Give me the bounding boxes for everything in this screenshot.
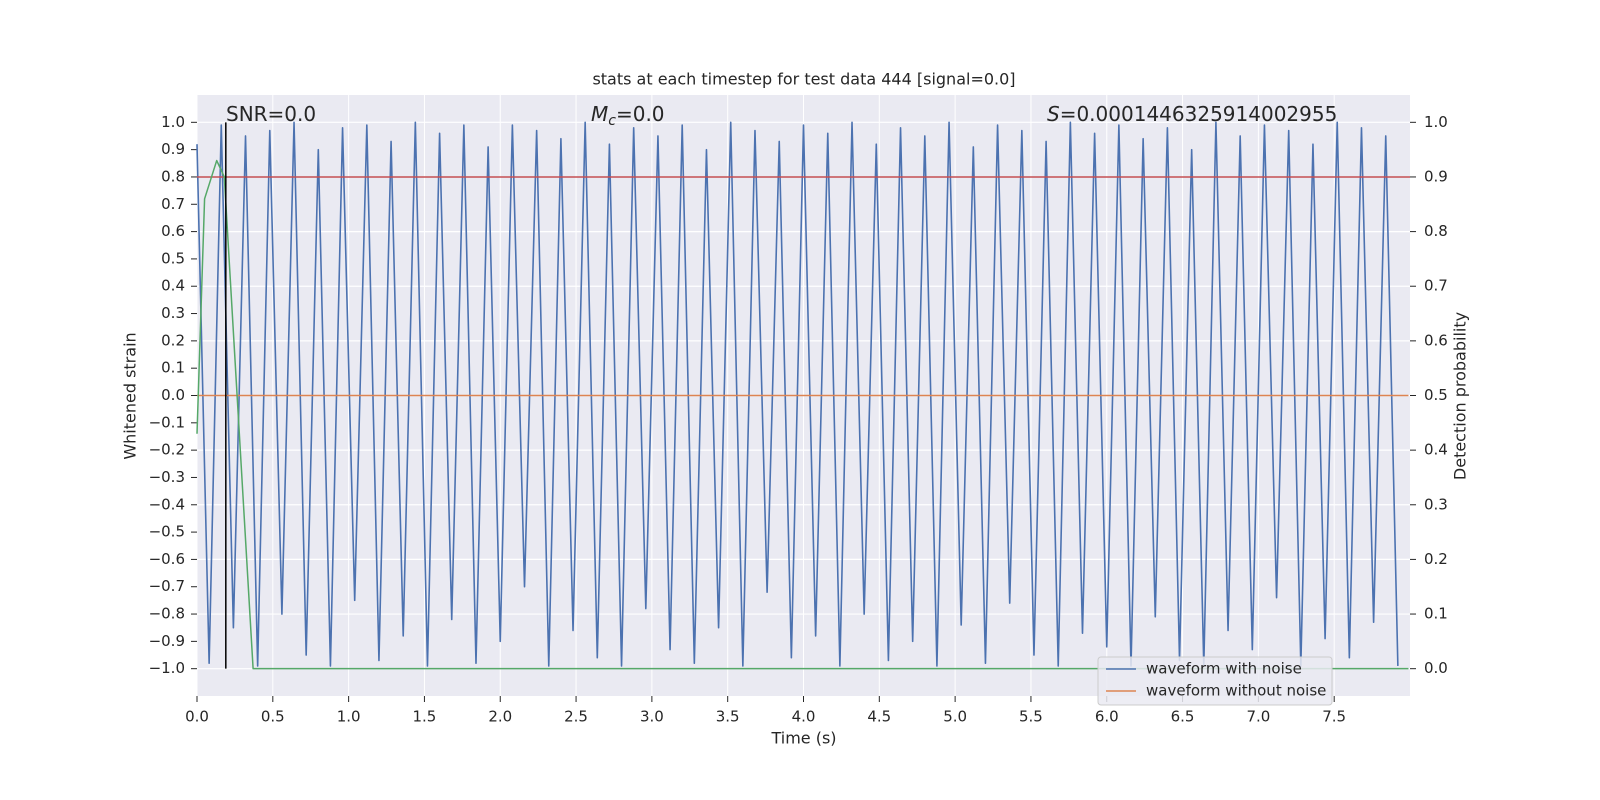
- y-tick-label: 0.9: [161, 140, 185, 158]
- annotation: Mc=0.0: [591, 102, 665, 130]
- y-tick-label: 0.8: [161, 167, 185, 185]
- y-tick-label: 0.6: [161, 222, 185, 240]
- y2-tick-label: 0.0: [1424, 659, 1448, 677]
- y-tick-label: 0.3: [161, 304, 185, 322]
- x-tick-label: 1.0: [337, 708, 361, 726]
- x-tick-label: 0.0: [185, 708, 209, 726]
- x-tick-label: 5.5: [1019, 708, 1043, 726]
- x-tick-label: 5.0: [943, 708, 967, 726]
- annotation: SNR=0.0: [226, 102, 316, 126]
- y2-tick-label: 0.9: [1424, 167, 1448, 185]
- y2-axis-label: Detection probability: [1451, 312, 1470, 480]
- y-axis-label: Whitened strain: [121, 332, 140, 459]
- y-tick-label: 0.1: [161, 359, 185, 377]
- y2-tick-label: 0.5: [1424, 386, 1448, 404]
- y-tick-label: −0.7: [149, 577, 185, 595]
- x-tick-label: 4.0: [792, 708, 816, 726]
- x-tick-label: 2.0: [488, 708, 512, 726]
- x-tick-label: 6.0: [1095, 708, 1119, 726]
- x-tick-label: 7.0: [1246, 708, 1270, 726]
- y2-tick-label: 0.2: [1424, 550, 1448, 568]
- annotation: S=0.0001446325914002955: [1047, 102, 1337, 126]
- x-tick-label: 3.5: [716, 708, 740, 726]
- chart-title: stats at each timestep for test data 444…: [592, 70, 1015, 89]
- legend-label: waveform without noise: [1146, 682, 1326, 700]
- y-tick-label: 0.5: [161, 249, 185, 267]
- series-line: [196, 121, 1399, 667]
- x-tick-label: 1.5: [413, 708, 437, 726]
- y2-tick-label: 1.0: [1424, 113, 1448, 131]
- y-tick-label: −0.4: [149, 495, 185, 513]
- y2-tick-label: 0.6: [1424, 331, 1448, 349]
- y-tick-label: −0.1: [149, 413, 185, 431]
- y-tick-label: 1.0: [161, 113, 185, 131]
- y-tick-label: −0.2: [149, 441, 185, 459]
- y-tick-label: 0.0: [161, 386, 185, 404]
- probability-line: [196, 159, 1409, 670]
- x-tick-label: 7.5: [1322, 708, 1346, 726]
- annotation-symbol: S: [1047, 102, 1060, 126]
- y2-tick-label: 0.1: [1424, 605, 1448, 623]
- y-tick-label: −1.0: [149, 659, 185, 677]
- y2-tick-label: 0.7: [1424, 277, 1448, 295]
- y-tick-label: 0.4: [161, 277, 185, 295]
- annotation-text: =0.0: [616, 102, 665, 126]
- legend: waveform with noise waveform without nois…: [1097, 656, 1333, 706]
- y-tick-label: −0.5: [149, 523, 185, 541]
- x-tick-label: 6.5: [1171, 708, 1195, 726]
- annotation-text: =0.0001446325914002955: [1060, 102, 1338, 126]
- y-tick-label: −0.8: [149, 605, 185, 623]
- y-tick-label: −0.9: [149, 632, 185, 650]
- annotation-symbol: M: [591, 102, 608, 126]
- y-tick-label: 0.2: [161, 331, 185, 349]
- x-tick-label: 3.0: [640, 708, 664, 726]
- y2-tick-label: 0.4: [1424, 441, 1448, 459]
- y-tick-label: −0.6: [149, 550, 185, 568]
- y2-tick-label: 0.3: [1424, 495, 1448, 513]
- x-tick-label: 2.5: [564, 708, 588, 726]
- annotation-text: SNR=0.0: [226, 102, 316, 126]
- annotation-subscript: c: [608, 113, 616, 129]
- y-tick-label: 0.7: [161, 195, 185, 213]
- x-tick-label: 0.5: [261, 708, 285, 726]
- legend-label: waveform with noise: [1146, 660, 1302, 678]
- x-axis-label: Time (s): [770, 729, 836, 748]
- y-tick-label: −0.3: [149, 468, 185, 486]
- y2-tick-label: 0.8: [1424, 222, 1448, 240]
- x-tick-label: 4.5: [867, 708, 891, 726]
- legend-box: [1097, 656, 1333, 706]
